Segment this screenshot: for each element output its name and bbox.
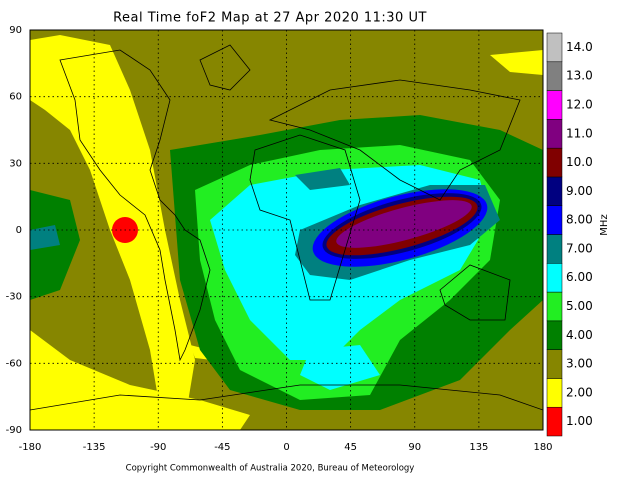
colorbar-tick-label: 13.0: [566, 69, 593, 83]
colorbar-tick-label: 12.0: [566, 97, 593, 111]
colorbar-swatch: [546, 176, 563, 206]
x-tick-label: -135: [83, 442, 106, 453]
colorbar-swatch: [546, 205, 563, 235]
x-tick-label: 90: [408, 442, 421, 453]
x-tick-label: 45: [344, 442, 357, 453]
colorbar-swatch: [546, 234, 563, 264]
colorbar-label: MHz: [599, 214, 610, 235]
colorbar-tick-label: 8.00: [566, 213, 593, 227]
x-tick-label: -180: [19, 442, 42, 453]
y-tick-label: -90: [6, 425, 22, 436]
x-tick-label: -90: [150, 442, 166, 453]
colorbar-swatch: [546, 291, 563, 322]
colorbar-swatch: [546, 263, 563, 293]
colorbar-tick-label: 6.00: [566, 270, 593, 284]
colorbar-tick-label: 5.00: [566, 299, 593, 313]
x-tick-label: 135: [469, 442, 488, 453]
colorbar-swatch: [546, 320, 563, 350]
colorbar-tick-label: 14.0: [566, 40, 593, 54]
colorbar-swatch: [546, 406, 563, 437]
y-tick-label: 0: [16, 225, 22, 236]
colorbar-tick-label: 3.00: [566, 357, 593, 371]
colorbar-swatch: [546, 32, 563, 63]
colorbar-tick-label: 1.00: [566, 414, 593, 428]
colorbar-tick-label: 2.00: [566, 385, 593, 399]
colorbar-swatch: [546, 147, 563, 178]
colorbar-swatch: [546, 90, 563, 120]
colorbar-tick-label: 10.0: [566, 155, 593, 169]
colorbar-swatch: [546, 378, 563, 408]
map-title: Real Time foF2 Map at 27 Apr 2020 11:30 …: [113, 11, 427, 26]
copyright: Copyright Commonwealth of Australia 2020…: [126, 464, 415, 474]
x-tick-label: 180: [533, 442, 552, 453]
colorbar-swatch: [546, 61, 563, 91]
x-tick-label: 0: [283, 442, 289, 453]
y-tick-label: -30: [6, 292, 22, 303]
colorbar-tick-label: 4.00: [566, 328, 593, 342]
x-tick-label: -45: [214, 442, 230, 453]
colorbar-tick-label: 7.00: [566, 241, 593, 255]
y-tick-label: -60: [6, 358, 22, 369]
y-tick-label: 30: [9, 158, 22, 169]
y-tick-label: 90: [9, 25, 22, 36]
colorbar-swatch: [546, 119, 563, 149]
colorbar-swatch: [546, 349, 563, 379]
colorbar-tick-label: 11.0: [566, 126, 593, 140]
y-tick-label: 60: [9, 92, 22, 103]
colorbar-tick-label: 9.00: [566, 184, 593, 198]
